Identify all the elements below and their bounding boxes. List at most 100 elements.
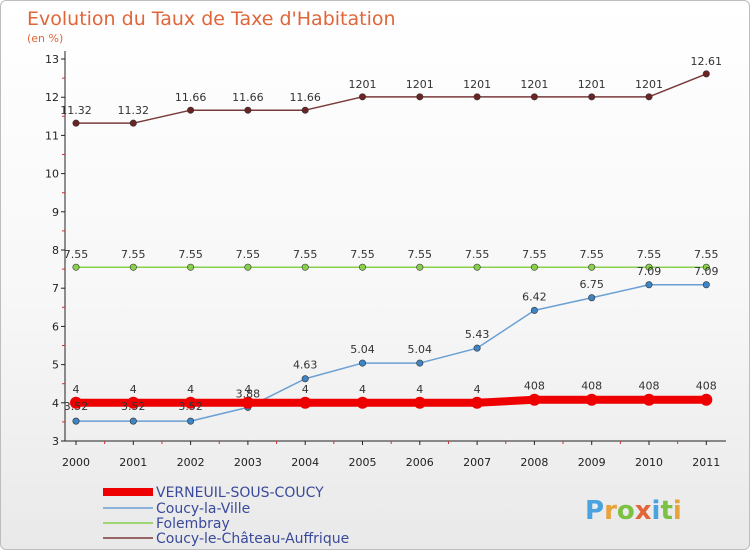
- data-point: [702, 281, 710, 289]
- data-label: 5.04: [350, 343, 375, 356]
- data-point: [129, 119, 137, 127]
- data-point: [187, 106, 195, 114]
- data-label: 6.75: [579, 278, 604, 291]
- x-tick-label: 2000: [62, 456, 90, 469]
- data-point: [702, 70, 710, 78]
- data-point: [530, 306, 538, 314]
- x-tick-label: 2001: [119, 456, 147, 469]
- data-point: [585, 393, 598, 406]
- data-label: 3.88: [236, 387, 261, 400]
- proxiti-logo: Proxiti: [585, 496, 682, 526]
- data-point: [473, 344, 481, 352]
- data-label: 4: [416, 383, 423, 396]
- data-label: 7.55: [121, 248, 146, 261]
- data-point: [241, 396, 254, 409]
- data-label: 11.32: [60, 104, 92, 117]
- data-label: 6.42: [522, 290, 547, 303]
- data-point: [473, 263, 481, 271]
- data-point: [416, 263, 424, 271]
- data-label: 11.66: [232, 91, 264, 104]
- data-label: 408: [639, 380, 660, 393]
- data-point: [129, 417, 137, 425]
- data-label: 4: [474, 383, 481, 396]
- data-label: 7.55: [694, 248, 719, 261]
- data-point: [645, 281, 653, 289]
- data-label: 7.55: [350, 248, 375, 261]
- data-label: 5.43: [465, 328, 490, 341]
- data-label: 4: [187, 383, 194, 396]
- legend-label: Coucy-le-Château-Auffrique: [156, 531, 349, 547]
- data-point: [645, 93, 653, 101]
- y-tick-label: 4: [52, 397, 59, 410]
- chart-title: Evolution du Taux de Taxe d'Habitation: [27, 8, 396, 30]
- x-tick-label: 2009: [578, 456, 606, 469]
- data-point: [299, 396, 312, 409]
- y-tick-label: 8: [52, 244, 59, 257]
- series-line-3: [76, 73, 707, 124]
- x-tick-label: 2004: [291, 456, 319, 469]
- data-labels: 4 4 4 4 4 4 4 4 408 408 408 408 3.52 3.52 3.52 3.88 4.63…: [60, 55, 722, 413]
- data-point: [301, 263, 309, 271]
- legend-label: VERNEUIL-SOUS-COUCY: [156, 485, 324, 501]
- y-tick-label: 7: [52, 282, 59, 295]
- data-label: 7.55: [579, 248, 604, 261]
- legend-label: Coucy-la-Ville: [156, 501, 250, 517]
- data-point: [72, 119, 80, 127]
- series-line-0: [76, 395, 707, 407]
- data-label: 7.55: [178, 248, 203, 261]
- data-label: 7.55: [408, 248, 433, 261]
- data-point: [72, 417, 80, 425]
- legend: VERNEUIL-SOUS-COUCYCoucy-la-VilleFolembr…: [103, 485, 349, 547]
- x-tick-label: 2003: [234, 456, 262, 469]
- data-point: [301, 106, 309, 114]
- data-point: [244, 106, 252, 114]
- data-label: 7.09: [694, 265, 719, 278]
- data-label: 1201: [578, 78, 606, 91]
- y-tick-label: 9: [52, 206, 59, 219]
- data-point: [530, 93, 538, 101]
- data-label: 4: [359, 383, 366, 396]
- data-point: [528, 393, 541, 406]
- x-tick-label: 2011: [692, 456, 720, 469]
- data-point: [187, 417, 195, 425]
- y-tick-label: 5: [52, 359, 59, 372]
- data-point: [187, 263, 195, 271]
- data-label: 1201: [463, 78, 491, 91]
- y-tick-label: 10: [45, 168, 59, 181]
- data-point: [588, 294, 596, 302]
- x-tick-label: 2010: [635, 456, 663, 469]
- data-label: 11.66: [289, 91, 321, 104]
- data-point: [416, 93, 424, 101]
- data-label: 5.04: [408, 343, 433, 356]
- data-label: 1201: [635, 78, 663, 91]
- data-label: 7.55: [236, 248, 261, 261]
- data-label: 3.52: [178, 400, 203, 413]
- data-label: 4.63: [293, 359, 318, 372]
- data-label: 1201: [406, 78, 434, 91]
- y-tick-label: 13: [45, 53, 59, 66]
- x-tick-label: 2002: [177, 456, 205, 469]
- data-label: 4: [302, 383, 309, 396]
- data-point: [416, 359, 424, 367]
- data-point: [702, 263, 710, 271]
- chart-subtitle: (en %): [27, 32, 63, 45]
- data-point: [413, 396, 426, 409]
- data-label: 408: [524, 380, 545, 393]
- axes: 3 4 5 6 7 8 9 10 11 12 13 2000 2001 2002 2003 2004 2005 2…: [45, 51, 726, 469]
- y-tick-label: 3: [52, 435, 59, 448]
- data-point: [473, 93, 481, 101]
- data-label: 11.32: [118, 104, 150, 117]
- series-group: [70, 70, 713, 425]
- data-label: 7.55: [522, 248, 547, 261]
- data-label: 11.66: [175, 91, 207, 104]
- data-label: 7.09: [637, 265, 662, 278]
- data-point: [244, 263, 252, 271]
- data-point: [358, 359, 366, 367]
- x-tick-label: 2005: [349, 456, 377, 469]
- data-label: 3.52: [64, 400, 89, 413]
- data-label: 7.55: [293, 248, 318, 261]
- data-point: [356, 396, 369, 409]
- data-label: 408: [696, 380, 717, 393]
